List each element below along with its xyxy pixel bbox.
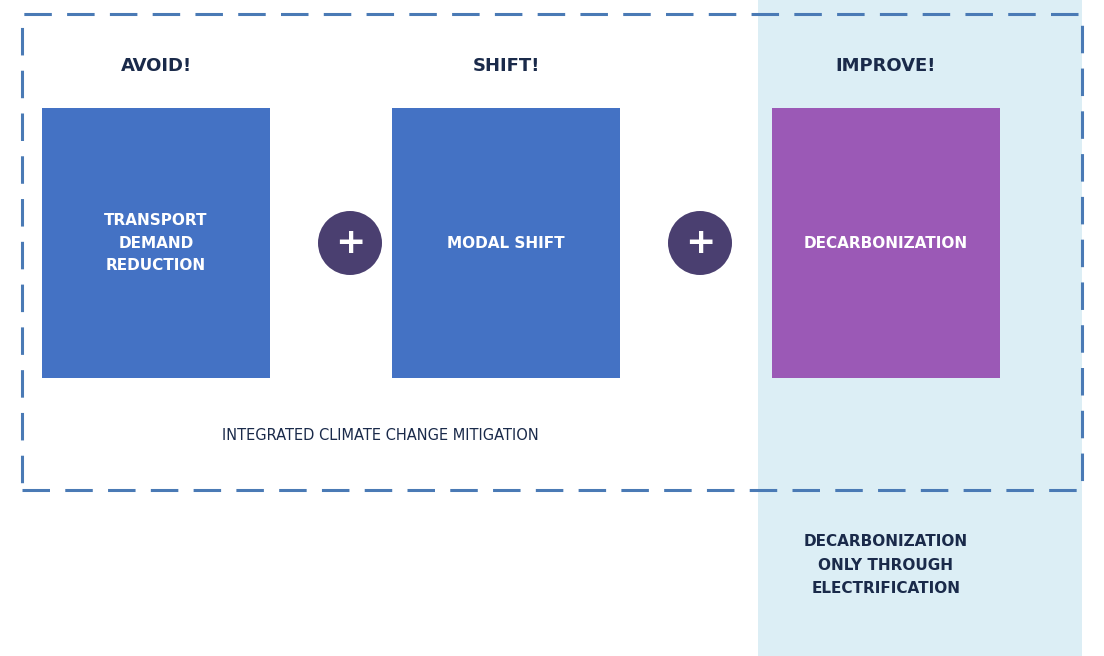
Bar — [42, 108, 270, 378]
Text: +: + — [684, 226, 715, 260]
Text: DECARBONIZATION
ONLY THROUGH
ELECTRIFICATION: DECARBONIZATION ONLY THROUGH ELECTRIFICA… — [804, 534, 968, 596]
Bar — [392, 108, 620, 378]
Text: +: + — [335, 226, 365, 260]
Bar — [758, 0, 1082, 656]
Text: IMPROVE!: IMPROVE! — [836, 57, 936, 75]
Bar — [772, 108, 1000, 378]
Circle shape — [318, 211, 382, 275]
Circle shape — [668, 211, 732, 275]
Text: MODAL SHIFT: MODAL SHIFT — [447, 236, 565, 251]
Text: DECARBONIZATION: DECARBONIZATION — [804, 236, 968, 251]
Text: TRANSPORT
DEMAND
REDUCTION: TRANSPORT DEMAND REDUCTION — [104, 213, 208, 273]
Text: SHIFT!: SHIFT! — [473, 57, 540, 75]
Text: INTEGRATED CLIMATE CHANGE MITIGATION: INTEGRATED CLIMATE CHANGE MITIGATION — [222, 428, 539, 443]
Text: AVOID!: AVOID! — [120, 57, 192, 75]
